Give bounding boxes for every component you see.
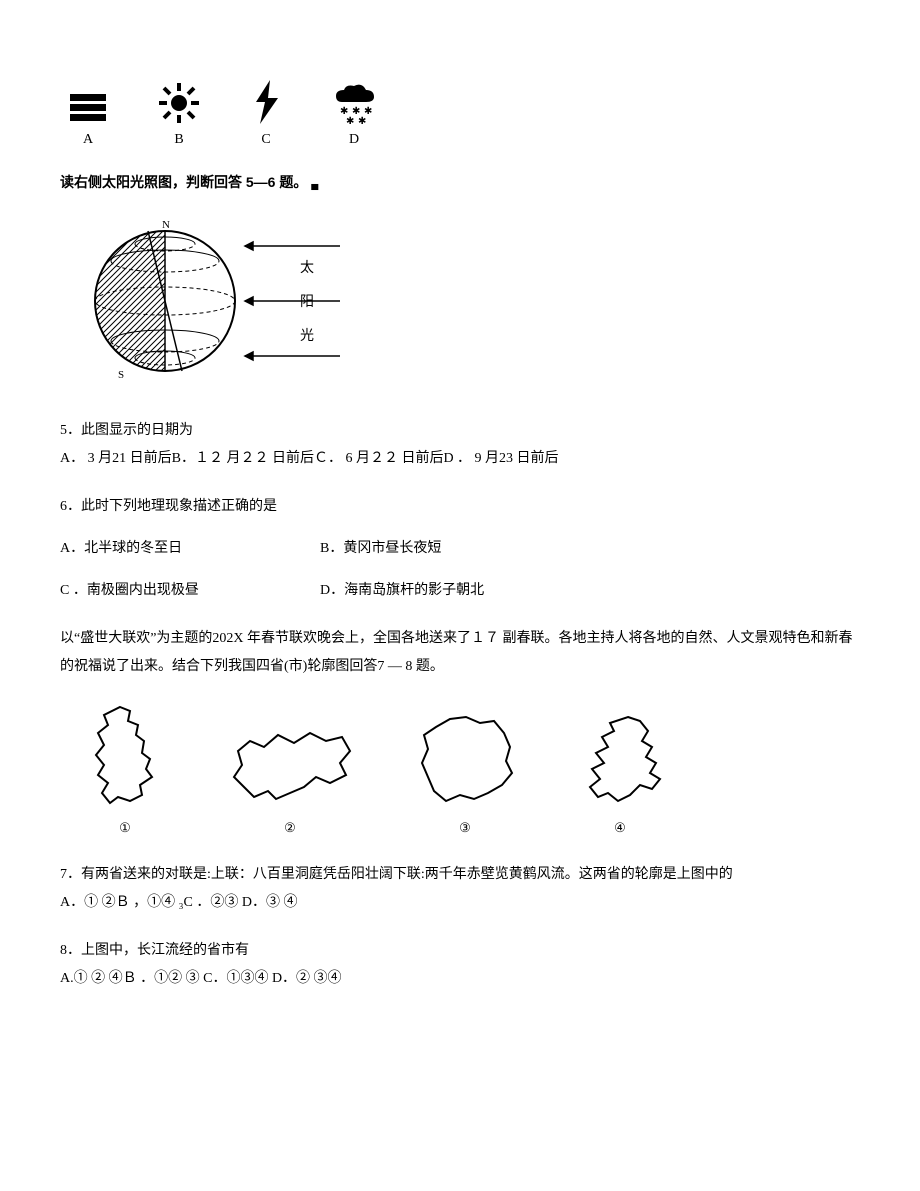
province-1-label: ① [119,815,131,841]
svg-text:✱: ✱ [346,116,354,124]
province-1-outline [80,701,170,811]
weather-icons-row: A B C ✱ ✱ ✱ [68,80,860,154]
sun-char-3: 光 [300,328,314,344]
icon-a-fog: A [68,92,108,154]
icon-c-lightning: C [250,80,282,154]
globe-svg: N S [80,216,350,386]
question-8: 8．上图中，长江流经的省市有 A.① ② ④Ｂ ．①② ③ C．①③④ D．② … [60,937,860,993]
province-maps-row: ① ② ③ ④ [80,701,860,841]
sun-char-2: 阳 [300,294,314,310]
province-1: ① [80,701,170,841]
q5-stem: 5．此图显示的日期为 [60,417,860,445]
fog-icon [68,92,108,124]
instruction-5-6: 读右侧太阳光照图，判断回答 5—6 题。 ▄ [60,168,860,196]
svg-text:✱: ✱ [358,116,366,124]
question-7: 7．有两省送来的对联是:上联：八百里洞庭凭岳阳壮阔下联:两千年赤壁览黄鹤风流。这… [60,861,860,917]
q8-stem: 8．上图中，长江流经的省市有 [60,937,860,965]
question-6: 6．此时下列地理现象描述正确的是 A．北半球的冬至日B．黄冈市昼长夜短 C ．南… [60,493,860,605]
passage-7-8: 以“盛世大联欢”为主题的202X 年春节联欢晚会上，全国各地送来了１７ 副春联。… [60,625,860,681]
question-5: 5．此图显示的日期为 A． 3 月21 日前后B．１２ 月２２ 日前后Ｃ． 6 … [60,417,860,473]
q7-stem: 7．有两省送来的对联是:上联：八百里洞庭凭岳阳壮阔下联:两千年赤壁览黄鹤风流。这… [60,861,860,889]
q6-stem: 6．此时下列地理现象描述正确的是 [60,493,860,521]
province-3-label: ③ [459,815,471,841]
icon-d-snow: ✱ ✱ ✱ ✱ ✱ D [332,84,376,154]
q6-opt-a: A．北半球的冬至日 [60,535,320,563]
province-3: ③ [410,711,520,841]
snow-cloud-icon: ✱ ✱ ✱ ✱ ✱ [332,84,376,124]
icon-label-d: D [349,126,359,154]
icon-label-a: A [83,126,93,154]
q8-options: A.① ② ④Ｂ ．①② ③ C．①③④ D．② ③④ [60,965,860,993]
q7-options: A．① ②Ｂ ，①④ ₃C ．②③ D．③ ④ [60,889,860,917]
province-4-outline [570,711,670,811]
globe-n-label: N [162,219,170,231]
province-2: ② [220,721,360,841]
province-2-outline [220,721,360,811]
icon-b-sun: B [158,82,200,154]
province-4-label: ④ [614,815,626,841]
province-4: ④ [570,711,670,841]
icon-label-b: B [174,126,183,154]
lightning-icon [250,80,282,124]
province-2-label: ② [284,815,296,841]
province-3-outline [410,711,520,811]
icon-label-c: C [261,126,270,154]
globe-diagram: N S [80,216,860,397]
sun-char-1: 太 [300,260,314,276]
q6-opt-d: D．海南岛旗杆的影子朝北 [320,577,580,605]
q5-options: A． 3 月21 日前后B．１２ 月２２ 日前后Ｃ． 6 月２２ 日前后D ． … [60,445,860,473]
q6-opt-c: C ．南极圈内出现极昼 [60,577,320,605]
globe-s-label: S [118,369,124,381]
q6-opt-b: B．黄冈市昼长夜短 [320,535,580,563]
sun-icon [158,82,200,124]
